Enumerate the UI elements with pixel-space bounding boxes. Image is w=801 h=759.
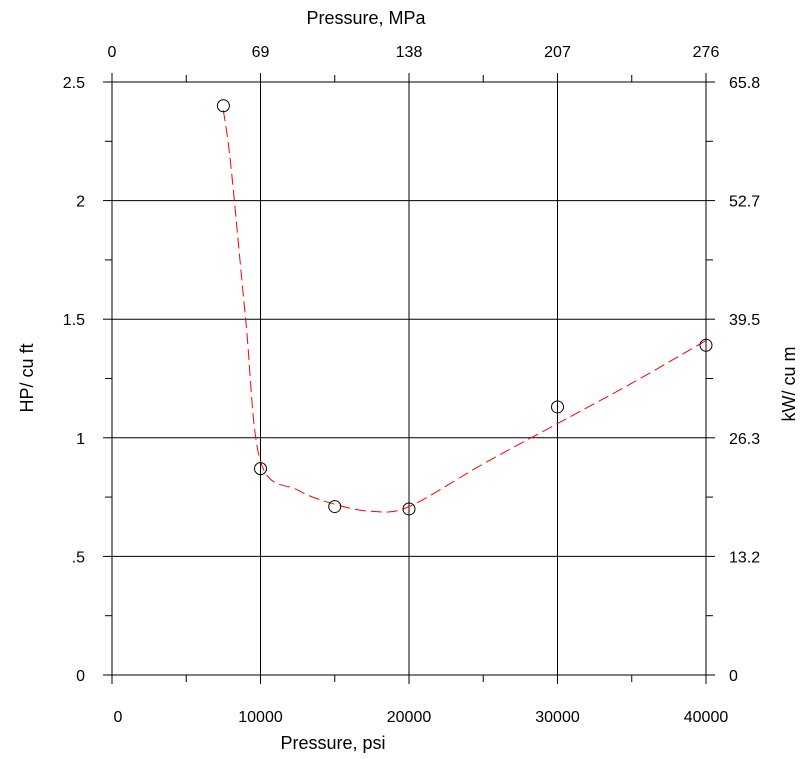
y-right-tick-label: 26.3	[729, 431, 760, 448]
data-point	[551, 400, 564, 414]
x-top-tick-label: 69	[252, 44, 270, 61]
x-bottom-tick-label: 20000	[387, 709, 432, 726]
y-right-tick-label: 13.2	[729, 549, 760, 566]
y-left-tick-label: 2	[76, 194, 85, 211]
x-bottom-tick-label: 0	[114, 709, 123, 726]
data-point	[699, 338, 713, 352]
y-right-tick-label: 52.7	[729, 194, 760, 211]
tick-labels: 0 10000 20000 30000 40000 0 69 138 207 276 0 .5 1 1.5…	[63, 44, 760, 726]
fit-curve	[222, 110, 707, 513]
plot-frame	[111, 81, 707, 676]
x-bottom-tick-label: 40000	[684, 709, 729, 726]
x-top-tick-label: 276	[693, 44, 720, 61]
x-bottom-tick-label: 30000	[535, 709, 580, 726]
data-point	[216, 99, 230, 113]
grid	[112, 82, 706, 675]
data-points	[216, 99, 713, 516]
x-top-tick-label: 138	[396, 44, 423, 61]
fit-curve-layer	[222, 110, 707, 513]
x-axis-bottom-title: Pressure, psi	[280, 733, 385, 753]
data-point	[254, 462, 267, 476]
y-right-tick-label: 65.8	[729, 75, 760, 92]
y-left-tick-label: 0	[76, 668, 85, 685]
y-right-tick-label: 0	[729, 668, 738, 685]
x-bottom-tick-label: 10000	[238, 709, 283, 726]
x-axis-top-title: Pressure, MPa	[306, 8, 426, 28]
y-left-tick-label: 2.5	[63, 75, 85, 92]
tick-marks	[103, 73, 715, 684]
data-point	[328, 500, 342, 514]
x-top-tick-label: 0	[108, 44, 117, 61]
y-axis-left-title: HP/ cu ft	[17, 343, 37, 412]
x-top-tick-label: 207	[544, 44, 571, 61]
y-left-tick-label: .5	[72, 549, 85, 566]
y-left-tick-label: 1.5	[63, 312, 85, 329]
y-right-tick-label: 39.5	[729, 312, 760, 329]
y-left-tick-label: 1	[76, 431, 85, 448]
y-axis-right-title: kW/ cu m	[779, 347, 799, 422]
data-point	[402, 502, 416, 516]
